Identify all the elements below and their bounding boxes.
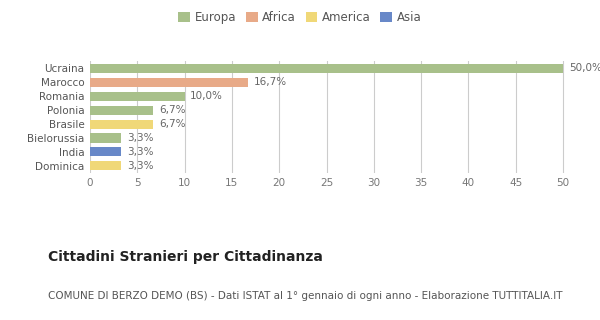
Bar xyxy=(90,64,563,73)
Text: 3,3%: 3,3% xyxy=(127,133,154,143)
Text: COMUNE DI BERZO DEMO (BS) - Dati ISTAT al 1° gennaio di ogni anno - Elaborazione: COMUNE DI BERZO DEMO (BS) - Dati ISTAT a… xyxy=(48,291,563,301)
Text: 16,7%: 16,7% xyxy=(254,77,287,87)
Text: 3,3%: 3,3% xyxy=(127,147,154,157)
Bar xyxy=(90,78,248,87)
Legend: Europa, Africa, America, Asia: Europa, Africa, America, Asia xyxy=(176,9,424,27)
Bar xyxy=(90,92,185,101)
Text: 6,7%: 6,7% xyxy=(159,105,185,115)
Bar xyxy=(90,161,121,170)
Text: 10,0%: 10,0% xyxy=(190,91,223,101)
Text: Cittadini Stranieri per Cittadinanza: Cittadini Stranieri per Cittadinanza xyxy=(48,250,323,264)
Bar xyxy=(90,106,154,115)
Text: 50,0%: 50,0% xyxy=(569,63,600,73)
Text: 6,7%: 6,7% xyxy=(159,119,185,129)
Bar xyxy=(90,133,121,142)
Bar xyxy=(90,120,154,129)
Text: 3,3%: 3,3% xyxy=(127,161,154,171)
Bar xyxy=(90,148,121,156)
